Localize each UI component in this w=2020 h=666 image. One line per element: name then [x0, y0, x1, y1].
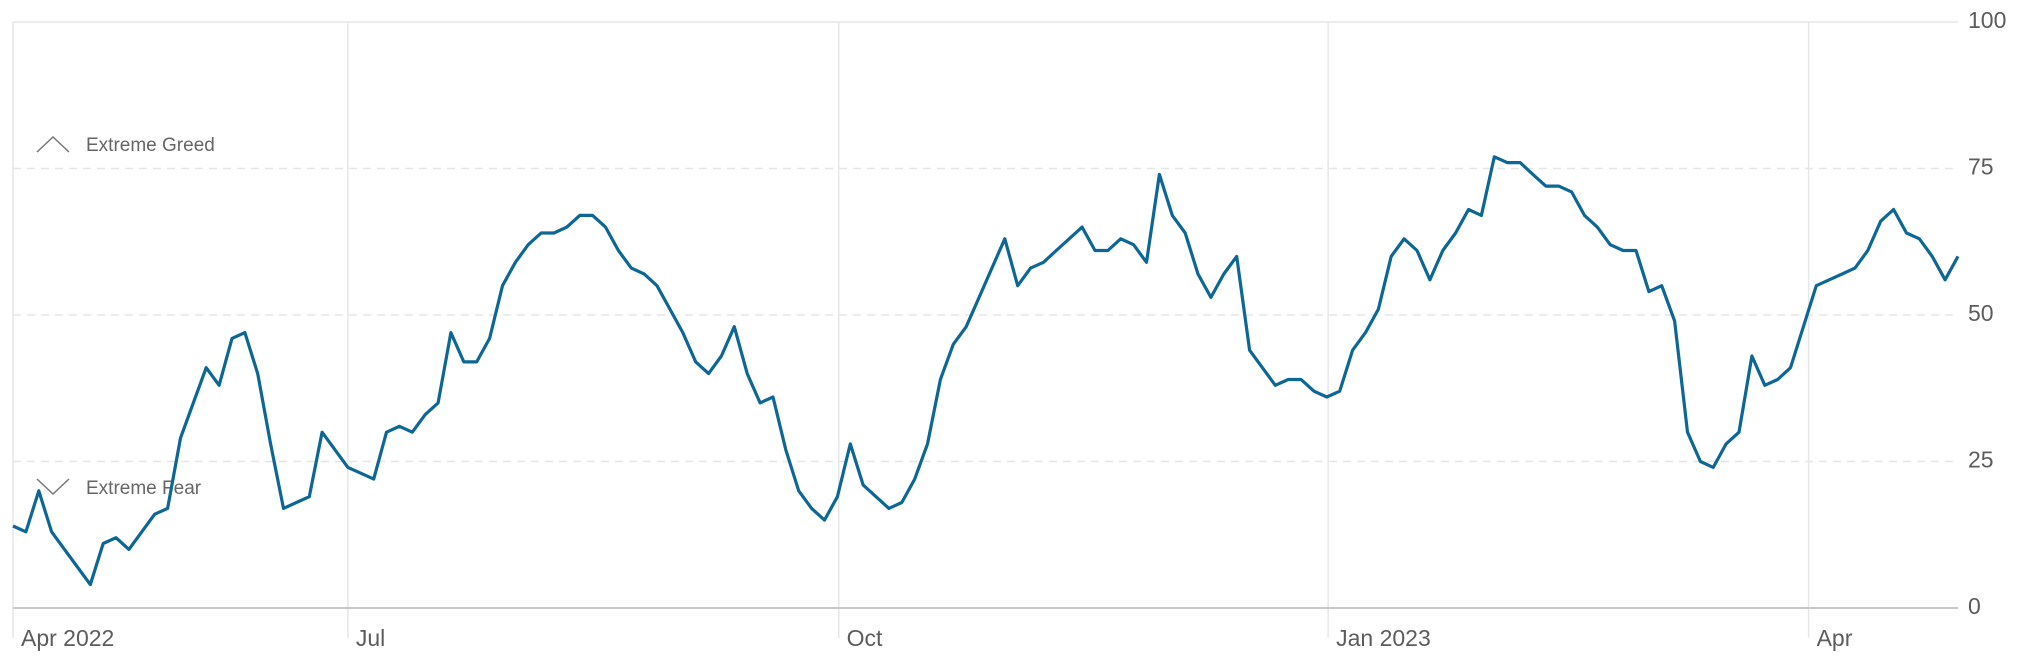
x-tick-label: Jan 2023: [1336, 625, 1431, 651]
x-tick-label: Apr 2022: [21, 625, 114, 651]
annotation: Extreme Fear: [86, 478, 202, 499]
x-tick-label: Oct: [847, 625, 883, 651]
y-tick-label: 0: [1968, 593, 1981, 619]
y-tick-label: 75: [1968, 154, 1994, 180]
fear-icon: [36, 478, 70, 496]
greed-icon: [36, 135, 70, 153]
line-series: [12, 155, 1960, 587]
y-tick-label: 25: [1968, 447, 1994, 473]
y-tick-label: 50: [1968, 300, 1994, 326]
y-tick-label: 100: [1968, 7, 2006, 33]
x-tick-label: Jul: [356, 625, 385, 651]
x-tick-label: Apr: [1817, 625, 1853, 651]
annotation: Extreme Greed: [86, 135, 215, 156]
